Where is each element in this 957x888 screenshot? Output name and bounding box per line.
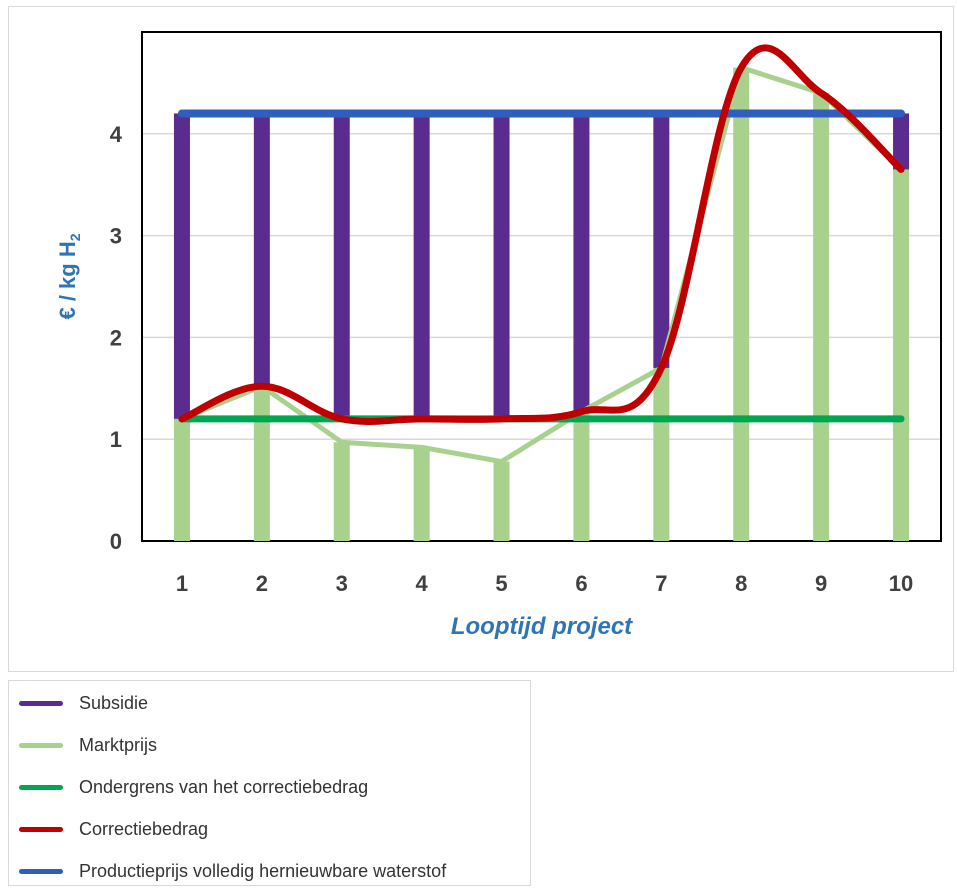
subsidie-bar — [173, 113, 190, 419]
marktprijs-bar — [173, 418, 190, 541]
y-tick-label: 0 — [110, 529, 122, 554]
marktprijs-bar — [413, 447, 430, 541]
legend-item-ondergrens: Ondergrens van het correctiebedrag — [19, 777, 368, 797]
legend-label-subsidie: Subsidie — [79, 692, 149, 713]
legend-label-marktprijs: Marktprijs — [79, 734, 158, 755]
subsidie-bar — [413, 113, 430, 419]
legend-label-ondergrens: Ondergrens van het correctiebedrag — [79, 776, 369, 797]
legend-swatch-ondergrens — [19, 784, 63, 790]
y-axis-title-subscript: 2 — [67, 233, 83, 241]
x-tick-label: 6 — [575, 571, 587, 596]
x-axis-title: Looptijd project — [451, 613, 633, 640]
marktprijs-bar — [813, 93, 830, 541]
y-tick-label: 4 — [110, 122, 123, 147]
x-tick-label: 8 — [735, 571, 747, 596]
legend-label-productieprijs: Productieprijs volledig hernieuwbare wat… — [79, 860, 447, 881]
x-tick-label: 9 — [815, 571, 827, 596]
subsidie-bar — [573, 113, 590, 412]
x-tick-label: 2 — [256, 571, 268, 596]
legend-item-marktprijs: Marktprijs — [19, 735, 157, 755]
y-axis-title: € / kg H2 — [55, 233, 83, 319]
legend: Subsidie Marktprijs Ondergrens van het c… — [8, 680, 531, 886]
legend-item-productieprijs: Productieprijs volledig hernieuwbare wat… — [19, 861, 446, 881]
x-tick-label: 5 — [495, 571, 507, 596]
marktprijs-bar — [893, 169, 910, 541]
legend-swatch-subsidie — [19, 700, 63, 706]
plot-border — [141, 31, 942, 542]
subsidie-bar — [893, 113, 910, 170]
chart-svg: 0 1 2 3 4 1 2 3 4 5 6 7 8 9 10 Looptijd project € / kg H… — [55, 31, 942, 640]
x-tick-label: 1 — [176, 571, 188, 596]
marktprijs-line — [179, 65, 904, 465]
x-tick-label: 3 — [336, 571, 348, 596]
legend-item-correctiebedrag: Correctiebedrag — [19, 819, 208, 839]
legend-swatch-correctiebedrag — [19, 826, 63, 832]
legend-swatch-marktprijs — [19, 742, 63, 748]
x-tick-label: 10 — [889, 571, 913, 596]
x-tick-label: 7 — [655, 571, 667, 596]
subsidie-bar — [333, 113, 350, 419]
marktprijs-bar — [333, 442, 350, 541]
marktprijs-bar — [733, 67, 750, 541]
marktprijs-bar — [253, 386, 270, 541]
legend-label-correctiebedrag: Correctiebedrag — [79, 818, 209, 839]
legend-swatch-productieprijs — [19, 868, 63, 874]
x-tick-label: 4 — [416, 571, 429, 596]
subsidie-bar — [653, 113, 670, 368]
y-tick-label: 3 — [110, 224, 122, 249]
y-tick-label: 1 — [110, 427, 122, 452]
correctiebedrag-line — [178, 44, 905, 425]
subsidie-bar — [253, 113, 270, 387]
y-tick-label: 2 — [110, 325, 122, 350]
marktprijs-bar — [653, 367, 670, 541]
legend-item-subsidie: Subsidie — [19, 693, 148, 713]
marktprijs-bar — [493, 461, 510, 541]
y-axis-title-main: € / kg H — [55, 241, 80, 319]
chart-frame: 0 1 2 3 4 1 2 3 4 5 6 7 8 9 10 Looptijd project € / kg H… — [8, 6, 954, 672]
subsidie-bar — [493, 113, 510, 419]
marktprijs-bar — [573, 411, 590, 541]
